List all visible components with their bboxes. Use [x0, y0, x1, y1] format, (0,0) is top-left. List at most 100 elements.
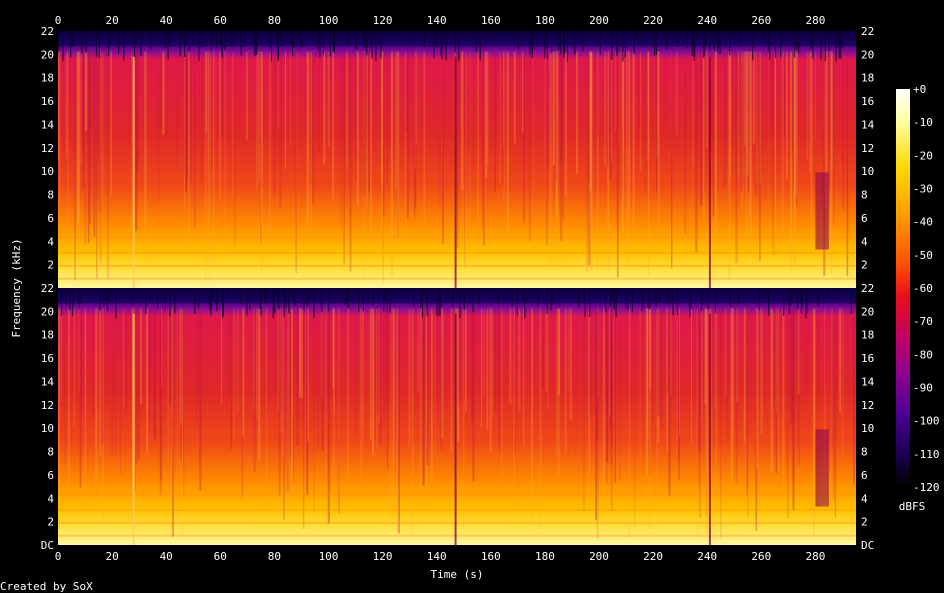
texture-streak: [648, 51, 650, 277]
texture-streak: [701, 308, 702, 537]
texture-streak: [597, 51, 599, 136]
texture-streak: [286, 308, 289, 492]
texture-streak: [610, 308, 613, 511]
texture-streak: [285, 51, 287, 169]
texture-streak: [609, 51, 612, 179]
texture-streak: [560, 51, 563, 241]
texture-streak: [114, 308, 117, 457]
texture-streak: [668, 308, 671, 497]
x-tick-label-top: 140: [427, 14, 447, 27]
texture-streak: [607, 51, 610, 270]
texture-streak: [618, 51, 621, 145]
texture-streak: [355, 308, 358, 434]
texture-streak: [366, 51, 368, 139]
x-tick-label-top: 260: [751, 14, 771, 27]
texture-streak: [832, 308, 836, 500]
texture-streak: [644, 51, 647, 194]
texture-streak: [564, 51, 567, 196]
texture-streak: [513, 308, 515, 510]
texture-streak: [614, 51, 617, 132]
y-tick-label-right: 12: [861, 142, 874, 155]
texture-streak: [532, 51, 534, 216]
harmonic-band: [58, 236, 856, 239]
texture-streak: [122, 308, 125, 408]
event-line: [454, 56, 457, 289]
texture-streak: [131, 51, 133, 200]
texture-streak: [728, 51, 731, 280]
x-tick-label-bottom: 60: [214, 550, 227, 563]
texture-streak: [144, 51, 147, 234]
texture-streak: [720, 308, 722, 415]
texture-streak: [219, 51, 221, 200]
texture-streak: [830, 51, 833, 275]
y-tick-label-right: 4: [861, 235, 868, 248]
texture-streak: [441, 51, 443, 193]
texture-streak: [742, 51, 744, 200]
y-tick-label-right: 10: [861, 422, 874, 435]
texture-streak: [492, 308, 494, 417]
colorbar-tick-label: -120: [913, 481, 940, 494]
texture-streak: [253, 308, 256, 472]
texture-streak: [667, 308, 669, 395]
texture-streak: [794, 51, 796, 208]
texture-streak: [501, 308, 503, 486]
texture-streak: [604, 51, 607, 166]
texture-streak: [58, 51, 60, 162]
texture-streak: [610, 51, 612, 162]
texture-streak: [299, 308, 301, 398]
texture-streak: [398, 308, 400, 534]
texture-streak: [610, 308, 612, 431]
texture-streak: [775, 308, 778, 414]
texture-streak: [158, 51, 160, 203]
texture-streak: [528, 51, 531, 242]
texture-streak: [484, 51, 486, 254]
texture-streak: [742, 51, 745, 153]
texture-streak: [431, 308, 433, 483]
texture-streak: [701, 308, 703, 419]
texture-streak: [381, 51, 383, 183]
texture-streak: [382, 51, 384, 283]
texture-streak: [404, 51, 407, 240]
texture-streak: [179, 308, 182, 459]
texture-streak: [555, 51, 558, 183]
y-tick-label-left: 8: [47, 189, 54, 202]
texture-streak: [596, 308, 599, 539]
texture-streak: [379, 308, 382, 445]
texture-streak: [323, 51, 326, 165]
x-tick-label-bottom: 240: [697, 550, 717, 563]
texture-streak: [111, 308, 113, 456]
x-tick-label-bottom: 160: [481, 550, 501, 563]
harmonic-band: [58, 277, 856, 280]
y-tick-label-right: 14: [861, 119, 875, 132]
y-tick-label-right: 10: [861, 165, 874, 178]
texture-streak: [260, 51, 262, 244]
texture-streak: [125, 308, 128, 414]
channel-panel-1: [58, 31, 858, 289]
texture-streak: [729, 51, 732, 178]
texture-streak: [518, 308, 521, 411]
texture-streak: [227, 308, 230, 399]
colorbar-tick-label: -70: [913, 315, 933, 328]
texture-streak: [407, 51, 409, 218]
texture-streak: [677, 308, 680, 480]
texture-streak: [64, 308, 66, 465]
y-tick-label-right: 6: [861, 469, 868, 482]
texture-streak: [273, 51, 276, 194]
texture-streak: [182, 308, 184, 535]
texture-streak: [196, 308, 198, 421]
texture-streak: [619, 308, 621, 481]
texture-streak: [621, 51, 624, 234]
texture-streak: [310, 51, 313, 227]
texture-streak: [471, 308, 474, 421]
texture-streak: [462, 308, 465, 529]
texture-streak: [684, 51, 687, 235]
y-tick-label-left: 22: [41, 282, 54, 295]
texture-streak: [383, 308, 385, 427]
y-tick-label-left: 20: [41, 305, 54, 318]
texture-streak: [381, 51, 384, 234]
texture-streak: [772, 51, 775, 256]
x-tick-label-bottom: 260: [751, 550, 771, 563]
texture-streak: [84, 308, 86, 510]
texture-streak: [649, 308, 652, 390]
event-line: [708, 313, 711, 545]
